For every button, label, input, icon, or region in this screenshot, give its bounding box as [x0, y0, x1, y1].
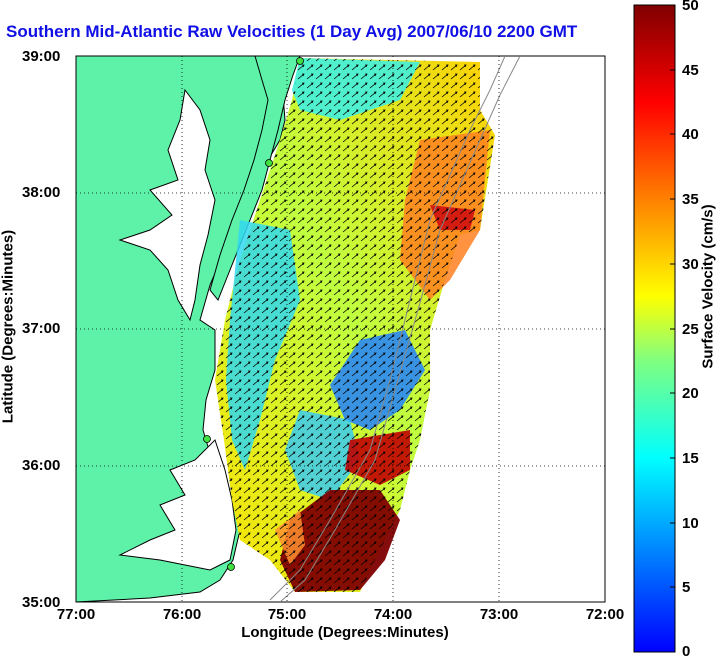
radar-station-marker [265, 159, 273, 167]
colorbar-tick-label: 25 [682, 321, 699, 338]
grid-lines [76, 56, 605, 602]
x-tick-label: 77:00 [56, 606, 96, 623]
y-tick-label: 36:00 [22, 457, 61, 474]
x-tick-label: 73:00 [479, 606, 519, 623]
colorbar-ticks [670, 4, 675, 588]
y-tick-label: 38:00 [22, 184, 61, 201]
radar-station-marker [203, 435, 211, 443]
colorbar-tick-label: 10 [682, 515, 699, 532]
y-tick-label: 35:00 [22, 594, 61, 611]
colorbar-tick-label: 40 [682, 126, 699, 143]
colorbar-tick-label: 30 [682, 256, 699, 273]
map-title: Southern Mid-Atlantic Raw Velocities (1 … [6, 22, 578, 41]
colorbar-tick-label: 20 [682, 385, 699, 402]
chesapeake-bay [118, 88, 216, 322]
colorbar-tick-label: 50 [682, 0, 699, 14]
colorbar-label: Surface Velocity (cm/s) [699, 204, 717, 369]
bathymetry-contour [279, 56, 521, 602]
colorbar-tick-label: 0 [682, 643, 691, 660]
x-axis-label: Longitude (Degrees:Minutes) [241, 624, 449, 641]
colorbar-tick-label: 35 [682, 191, 699, 208]
y-axis-label: Latitude (Degrees:Minutes) [0, 229, 17, 424]
x-tick-label: 74:00 [373, 606, 413, 623]
radar-station-marker [296, 57, 304, 65]
x-tick-label: 76:00 [162, 606, 202, 623]
y-tick-label: 39:00 [22, 48, 61, 65]
colorbar-tick-label: 15 [682, 450, 699, 467]
y-tick-label: 37:00 [22, 320, 61, 337]
velocity-arrows [215, 58, 495, 592]
bathymetry-contour [269, 56, 506, 601]
x-tick-label: 72:00 [585, 606, 625, 623]
radar-station-marker [227, 563, 235, 571]
colorbar-tick-label: 45 [682, 62, 699, 79]
colorbar-tick-label: 5 [682, 579, 691, 596]
x-tick-label: 75:00 [267, 606, 307, 623]
land-delmarva [209, 56, 301, 301]
pamlico-sound [118, 439, 237, 571]
colorbar [633, 4, 676, 653]
